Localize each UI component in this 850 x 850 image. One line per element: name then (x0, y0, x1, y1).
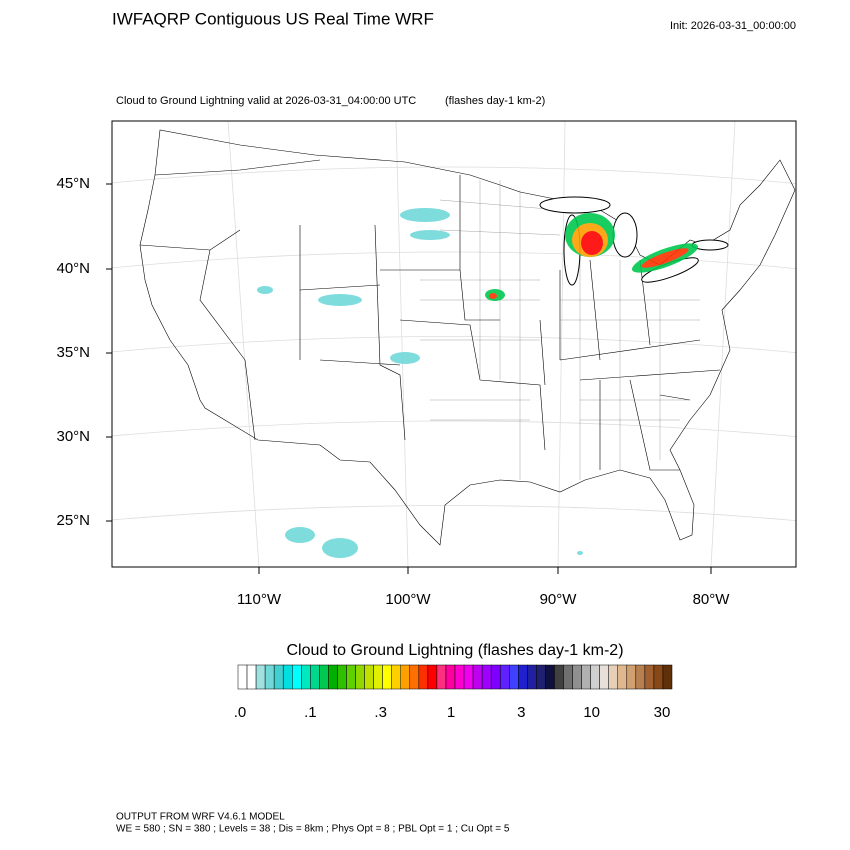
colorbar-box (355, 664, 365, 690)
title: IWFAQRP Contiguous US Real Time WRF (112, 9, 434, 28)
colorbar-box (472, 664, 483, 690)
colorbar-label: 1 (447, 704, 455, 721)
colorbar-box (292, 664, 302, 690)
colorbar-box (590, 664, 600, 690)
colorbar-box (436, 664, 447, 690)
colorbar-box (644, 664, 655, 690)
colorbar-label: 3 (517, 704, 525, 721)
colorbar-box (608, 664, 618, 690)
colorbar-box (536, 664, 546, 690)
colorbar-box (499, 664, 510, 690)
colorbar-label: 10 (583, 704, 600, 721)
lon-label: 100°W (385, 591, 431, 608)
colorbar-box (328, 664, 338, 690)
lightning-field (257, 208, 699, 558)
lat-label: 30°N (56, 428, 90, 445)
lon-label: 80°W (693, 591, 731, 608)
colorbar-box (391, 664, 402, 690)
colorbar-box (563, 664, 573, 690)
colorbar-box (527, 664, 537, 690)
colorbar-box (273, 664, 284, 690)
lat-label: 35°N (56, 344, 90, 361)
colorbar-box (599, 664, 609, 690)
colorbar-box (509, 664, 519, 690)
map-frame (111, 120, 797, 568)
colorbar-box (237, 664, 248, 690)
colorbar-box (337, 664, 347, 690)
map-units: (flashes day-1 km-2) (445, 95, 545, 107)
colorbar-box (653, 664, 664, 690)
colorbar-box (662, 664, 673, 690)
colorbar-box (581, 664, 591, 690)
lat-label: 25°N (56, 512, 90, 529)
map-subtitle: Cloud to Ground Lightning valid at 2026-… (116, 95, 416, 107)
colorbar-box (409, 664, 420, 690)
colorbar-box (427, 664, 438, 690)
state-borders (139, 159, 721, 480)
colorbar-box (635, 664, 646, 690)
colorbar-box (481, 664, 492, 690)
map: 45°N 40°N 35°N 30°N 25°N 110°W 100°W 90°W 80°W (56, 120, 797, 608)
colorbar-box (418, 664, 429, 690)
colorbar-box (554, 664, 564, 690)
colorbar-box (617, 664, 628, 690)
footer-line2: WE = 580 ; SN = 380 ; Levels = 38 ; Dis … (116, 824, 510, 835)
colorbar-box (382, 664, 392, 690)
colorbar-box (346, 664, 356, 690)
colorbar-box (463, 664, 474, 690)
axis-labels: 45°N 40°N 35°N 30°N 25°N 110°W 100°W 90°W 80°W (56, 175, 730, 608)
graticule (112, 121, 796, 567)
colorbar-box (255, 664, 266, 690)
colorbar-label: .3 (374, 704, 387, 721)
colorbar-box (626, 664, 637, 690)
colorbar-label: .0 (234, 704, 247, 721)
colorbar-box (518, 664, 528, 690)
colorbar-box (246, 664, 257, 690)
colorbar-label: .1 (304, 704, 317, 721)
colorbar-box (545, 664, 555, 690)
colorbar-box (445, 664, 456, 690)
colorbar-box (373, 664, 383, 690)
colorbar-box (310, 664, 320, 690)
colorbar-box (454, 664, 465, 690)
colorbar: .0 .1 .3 1 3 10 30 (234, 664, 673, 721)
lat-label: 40°N (56, 260, 90, 277)
colorbar-box (319, 664, 329, 690)
colorbar-box (490, 664, 501, 690)
colorbar-label: 30 (654, 704, 671, 721)
lon-label: 110°W (237, 591, 282, 608)
footer-line1: OUTPUT FROM WRF V4.6.1 MODEL (116, 812, 285, 823)
colorbar-title: Cloud to Ground Lightning (flashes day-1… (286, 642, 623, 659)
colorbar-box (400, 664, 411, 690)
colorbar-box (282, 664, 293, 690)
colorbar-box (364, 664, 374, 690)
init-time: Init: 2026-03-31_00:00:00 (670, 20, 796, 32)
lat-label: 45°N (56, 175, 90, 192)
colorbar-box (264, 664, 275, 690)
lon-label: 90°W (540, 591, 578, 608)
colorbar-box (572, 664, 582, 690)
colorbar-box (301, 664, 311, 690)
